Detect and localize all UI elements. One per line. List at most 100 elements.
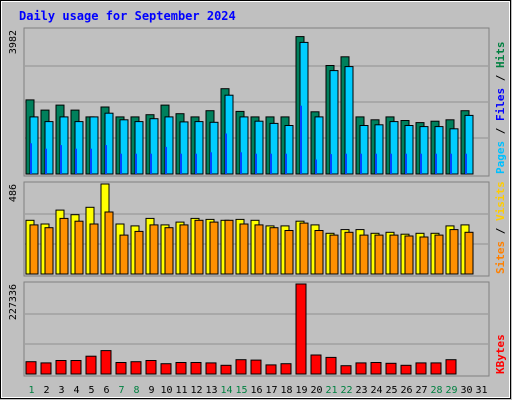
bar-requests-files-day-13: [209, 121, 219, 175]
bar-volume-kbytes-day-1: [25, 361, 37, 375]
day-label-25: 25: [385, 385, 397, 396]
legend-separator: /: [494, 68, 507, 88]
day-label-18: 18: [280, 385, 292, 396]
day-label-21: 21: [325, 385, 337, 396]
bar-requests-files-day-29: [449, 128, 459, 175]
day-label-17: 17: [265, 385, 277, 396]
bar-volume-kbytes-day-22: [340, 365, 352, 375]
day-label-4: 4: [73, 385, 79, 396]
bar-requests-pages-day-25: [390, 153, 392, 174]
legend-requests: Pages / Files / Hits: [494, 42, 507, 175]
day-label-30: 30: [460, 385, 472, 396]
bar-visitors-sites-day-25: [389, 234, 399, 275]
bar-requests-files-day-20: [314, 116, 324, 175]
bar-visitors-sites-day-15: [239, 223, 249, 275]
bar-volume-kbytes-day-16: [250, 359, 262, 375]
bar-volume-kbytes-day-7: [115, 362, 127, 375]
bar-visitors-sites-day-22: [344, 231, 354, 275]
bar-volume-kbytes-day-15: [235, 359, 247, 375]
bar-requests-files-day-11: [179, 121, 189, 175]
legend-separator: /: [494, 221, 507, 241]
bar-requests-pages-day-4: [75, 148, 77, 174]
bar-visitors-sites-day-14: [224, 219, 234, 275]
day-label-11: 11: [175, 385, 187, 396]
day-label-20: 20: [310, 385, 322, 396]
bar-visitors-sites-day-17: [269, 227, 279, 275]
bar-requests-files-day-10: [164, 116, 174, 175]
bar-requests-files-day-6: [104, 112, 114, 175]
bar-requests-files-day-24: [374, 124, 384, 175]
bar-volume-kbytes-day-2: [40, 362, 52, 375]
day-label-12: 12: [190, 385, 202, 396]
bar-requests-pages-day-28: [435, 153, 437, 174]
bar-volume-kbytes-day-17: [265, 364, 277, 375]
bar-requests-pages-day-29: [450, 153, 452, 174]
bar-visitors-sites-day-6: [104, 211, 114, 275]
bar-requests-pages-day-3: [60, 145, 62, 174]
bar-visitors-sites-day-26: [404, 235, 414, 275]
bar-requests-files-day-16: [254, 120, 264, 175]
bar-visitors-sites-day-2: [44, 227, 54, 275]
bar-visitors-sites-day-13: [209, 221, 219, 275]
bar-requests-pages-day-14: [225, 133, 227, 174]
bar-visitors-sites-day-8: [134, 230, 144, 275]
bar-requests-pages-day-15: [240, 152, 242, 174]
bar-visitors-sites-day-18: [284, 230, 294, 275]
day-label-26: 26: [400, 385, 412, 396]
day-label-1: 1: [28, 385, 34, 396]
bar-requests-files-day-23: [359, 125, 369, 175]
bar-volume-kbytes-day-23: [355, 362, 367, 375]
bar-requests-pages-day-13: [210, 152, 212, 174]
bar-volume-kbytes-day-25: [385, 362, 397, 375]
bar-requests-pages-day-12: [195, 153, 197, 174]
day-label-10: 10: [160, 385, 172, 396]
day-label-16: 16: [250, 385, 262, 396]
bar-requests-files-day-22: [344, 66, 354, 175]
bar-volume-kbytes-day-24: [370, 362, 382, 375]
day-label-7: 7: [118, 385, 124, 396]
day-label-31: 31: [475, 385, 487, 396]
bar-volume-kbytes-day-10: [160, 363, 172, 375]
bar-volume-kbytes-day-12: [190, 362, 202, 375]
bar-requests-files-day-21: [329, 70, 339, 175]
day-label-5: 5: [88, 385, 94, 396]
day-label-14: 14: [220, 385, 232, 396]
bar-volume-kbytes-day-4: [70, 360, 82, 375]
bar-requests-pages-day-18: [285, 153, 287, 174]
bar-volume-kbytes-day-9: [145, 360, 157, 375]
bar-volume-kbytes-day-26: [400, 364, 412, 375]
bar-visitors-sites-day-24: [374, 234, 384, 275]
bar-requests-pages-day-26: [405, 153, 407, 174]
bar-requests-files-day-2: [44, 121, 54, 175]
bar-requests-pages-day-9: [150, 153, 152, 174]
day-label-3: 3: [58, 385, 64, 396]
bar-requests-files-day-18: [284, 125, 294, 175]
bar-requests-pages-day-8: [135, 153, 137, 174]
day-label-24: 24: [370, 385, 382, 396]
bar-visitors-sites-day-1: [29, 224, 39, 275]
legend-entry-hits: Hits: [494, 42, 507, 69]
bar-volume-kbytes-day-6: [100, 350, 112, 375]
bar-requests-files-day-9: [149, 118, 159, 175]
bar-requests-pages-day-16: [255, 153, 257, 174]
day-label-27: 27: [415, 385, 427, 396]
day-label-23: 23: [355, 385, 367, 396]
bar-visitors-sites-day-4: [74, 220, 84, 275]
requests-ymax-label: 3982: [8, 30, 19, 54]
bars: [25, 36, 474, 375]
day-label-15: 15: [235, 385, 247, 396]
bar-visitors-sites-day-30: [464, 231, 474, 275]
bar-visitors-sites-day-5: [89, 223, 99, 275]
day-label-28: 28: [430, 385, 442, 396]
bar-requests-pages-day-1: [30, 143, 32, 174]
bar-volume-kbytes-day-18: [280, 363, 292, 375]
bar-requests-pages-day-27: [420, 153, 422, 174]
bar-requests-files-day-7: [119, 119, 129, 175]
bar-volume-kbytes-day-29: [445, 359, 457, 375]
bar-requests-pages-day-22: [345, 153, 347, 174]
bar-requests-files-day-4: [74, 121, 84, 175]
day-label-29: 29: [445, 385, 457, 396]
bar-visitors-sites-day-20: [314, 230, 324, 275]
legend-visitors: Sites / Visits: [494, 181, 507, 274]
